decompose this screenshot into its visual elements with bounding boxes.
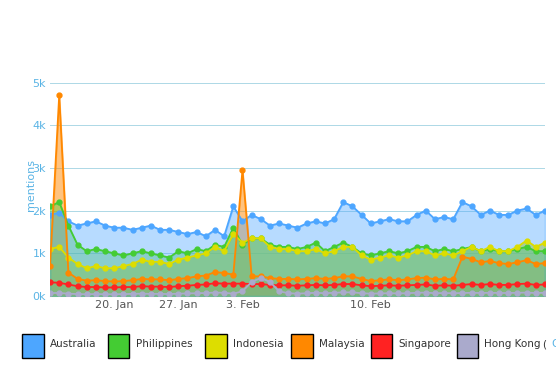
FancyBboxPatch shape bbox=[371, 334, 393, 358]
Text: Indonesia: Indonesia bbox=[233, 339, 284, 349]
Text: Philippines: Philippines bbox=[136, 339, 192, 349]
Text: Malaysia: Malaysia bbox=[319, 339, 364, 349]
Text: Australia: Australia bbox=[50, 339, 96, 349]
Text: Singapore: Singapore bbox=[399, 339, 451, 349]
Text: Hong Kong: Hong Kong bbox=[484, 339, 540, 349]
FancyBboxPatch shape bbox=[291, 334, 312, 358]
FancyBboxPatch shape bbox=[22, 334, 44, 358]
FancyBboxPatch shape bbox=[205, 334, 227, 358]
Text: Volume of Mentions by Country: Volume of Mentions by Country bbox=[7, 24, 376, 44]
FancyBboxPatch shape bbox=[456, 334, 478, 358]
FancyBboxPatch shape bbox=[108, 334, 130, 358]
Text: (: ( bbox=[542, 339, 546, 349]
Text: Change: Change bbox=[552, 339, 556, 349]
Text: d: d bbox=[494, 17, 515, 46]
Y-axis label: mentions: mentions bbox=[26, 159, 36, 211]
